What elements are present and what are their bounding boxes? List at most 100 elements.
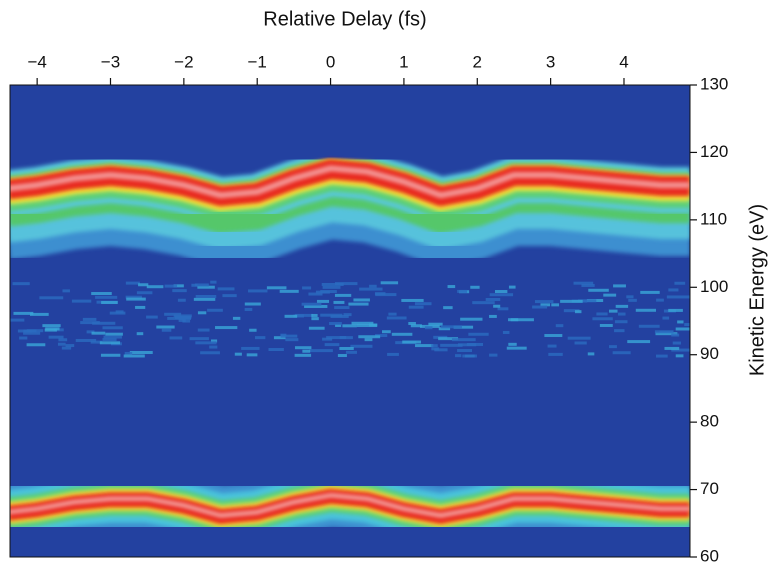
noise (440, 325, 462, 329)
noise (197, 311, 207, 315)
noise (92, 321, 116, 325)
noise (311, 317, 319, 321)
noise (194, 283, 209, 287)
noise (326, 336, 347, 340)
noise (100, 353, 121, 357)
noise (677, 320, 684, 324)
noise (164, 312, 182, 316)
x-tick-label: 4 (619, 52, 628, 71)
x-tick-label: 2 (473, 52, 482, 71)
noise (573, 281, 594, 285)
noise (674, 281, 686, 285)
noise (210, 280, 217, 284)
noise (136, 332, 144, 336)
noise (350, 344, 373, 348)
noise (193, 297, 216, 301)
noise (26, 343, 46, 347)
noise (280, 334, 298, 338)
noise (614, 329, 625, 333)
noise (266, 286, 287, 290)
noise (322, 337, 333, 341)
noise (462, 354, 477, 358)
noise (334, 282, 358, 286)
noise (401, 298, 424, 302)
noise (249, 328, 257, 332)
noise (668, 308, 683, 312)
intensity-band (10, 165, 690, 199)
noise (102, 326, 123, 330)
noise (124, 351, 133, 355)
noise (508, 342, 517, 346)
x-tick-label: 3 (546, 52, 555, 71)
noise (443, 306, 453, 310)
y-tick-label: 120 (700, 142, 728, 161)
plot-area (10, 150, 690, 548)
noise (608, 345, 617, 349)
noise (248, 289, 268, 293)
noise (308, 292, 323, 296)
noise (268, 348, 284, 352)
noise (356, 324, 378, 328)
noise (447, 285, 456, 289)
noise (431, 344, 438, 348)
noise (91, 331, 106, 335)
x-tick-label: −2 (174, 52, 193, 71)
noise (197, 285, 215, 289)
noise (309, 349, 333, 353)
noise (339, 336, 353, 340)
noise (182, 319, 191, 323)
noise (71, 299, 92, 303)
noise (44, 328, 57, 332)
noise (329, 322, 342, 326)
noise (438, 327, 451, 331)
noise (654, 330, 674, 334)
noise (129, 351, 153, 355)
noise (178, 318, 186, 322)
noise (244, 302, 261, 306)
noise (493, 304, 501, 308)
noise (322, 285, 341, 289)
noise (369, 284, 377, 288)
noise (285, 338, 299, 342)
noise (364, 338, 373, 342)
noise (672, 341, 681, 345)
noise (599, 323, 613, 327)
noise (402, 340, 422, 344)
noise (381, 330, 391, 334)
noise (460, 317, 483, 321)
noise (10, 318, 25, 322)
noise (65, 344, 75, 348)
noise (668, 288, 679, 292)
noise (655, 332, 678, 336)
noise (58, 338, 68, 342)
noise (294, 346, 312, 350)
noise (508, 285, 516, 289)
noise (244, 307, 253, 311)
noise (408, 305, 424, 309)
noise (684, 323, 690, 327)
noise (613, 284, 626, 288)
noise (23, 329, 32, 333)
noise (410, 324, 422, 328)
noise (304, 304, 328, 308)
noise (324, 343, 340, 347)
noise (415, 344, 434, 348)
noise (42, 324, 61, 328)
noise (169, 336, 183, 340)
noise (293, 314, 304, 318)
noise (388, 312, 397, 316)
noise (135, 305, 146, 309)
noise (123, 354, 145, 358)
noise (577, 299, 597, 303)
noise (375, 293, 397, 297)
noise (197, 328, 210, 332)
noise (615, 304, 629, 308)
noise (301, 302, 322, 306)
noise (125, 281, 140, 285)
noise (472, 301, 495, 305)
noise (12, 282, 30, 286)
noise (62, 289, 70, 293)
noise (391, 332, 413, 336)
noise (609, 309, 618, 313)
noise (375, 334, 388, 338)
